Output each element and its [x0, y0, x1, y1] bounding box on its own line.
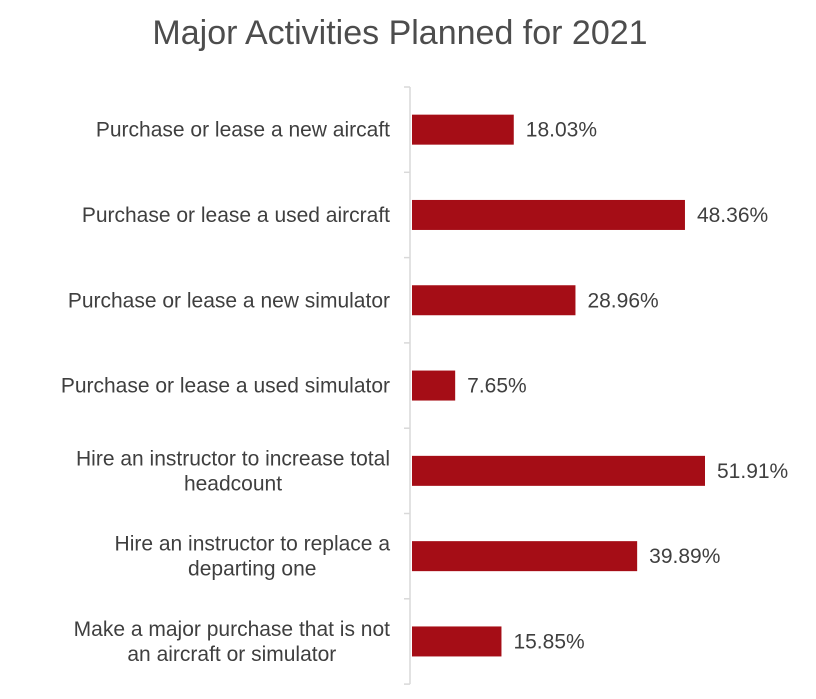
- category-label-line: Hire an instructor to replace a: [115, 533, 391, 556]
- axis-layer: [404, 86, 411, 685]
- bar: [412, 199, 685, 230]
- bar: [412, 541, 638, 572]
- category-label-line: Purchase or lease a new aircaft: [96, 119, 390, 142]
- category-label-line: Purchase or lease a used aircraft: [82, 204, 390, 227]
- category-label-line: Hire an instructor to increase total: [76, 447, 390, 470]
- bar: [412, 285, 576, 316]
- category-label: Purchase or lease a used simulator: [61, 375, 390, 398]
- category-label: Purchase or lease a new simulator: [68, 289, 390, 312]
- category-label-line: headcount: [184, 472, 282, 495]
- data-label: 48.36%: [697, 204, 768, 227]
- bar: [412, 114, 514, 145]
- category-label: Make a major purchase that is not an airc…: [74, 618, 390, 666]
- data-label: 39.89%: [649, 545, 720, 568]
- data-label: 18.03%: [526, 119, 597, 142]
- category-label-line: departing one: [188, 558, 316, 581]
- bar: [412, 455, 705, 486]
- data-label: 15.85%: [513, 630, 584, 653]
- category-label-line: an aircraft or simulator: [127, 643, 336, 666]
- chart-title: Major Activities Planned for 2021: [152, 14, 647, 52]
- data-label: 51.91%: [717, 460, 788, 483]
- bars-layer: [412, 114, 705, 657]
- category-label-line: Purchase or lease a used simulator: [61, 375, 390, 398]
- category-label: Hire an instructor to replace a departing…: [115, 533, 391, 581]
- bar: [412, 626, 502, 657]
- labels-layer: 18.03% Purchase or lease a new aircaft 48.…: [61, 119, 788, 666]
- data-label: 28.96%: [587, 289, 658, 312]
- bar: [412, 370, 456, 401]
- category-label: Purchase or lease a new aircaft: [96, 119, 390, 142]
- category-label-line: Purchase or lease a new simulator: [68, 289, 390, 312]
- data-label: 7.65%: [467, 375, 527, 398]
- category-label-line: Make a major purchase that is not: [74, 618, 390, 641]
- category-label: Hire an instructor to increase total head…: [76, 447, 390, 495]
- category-label: Purchase or lease a used aircraft: [82, 204, 390, 227]
